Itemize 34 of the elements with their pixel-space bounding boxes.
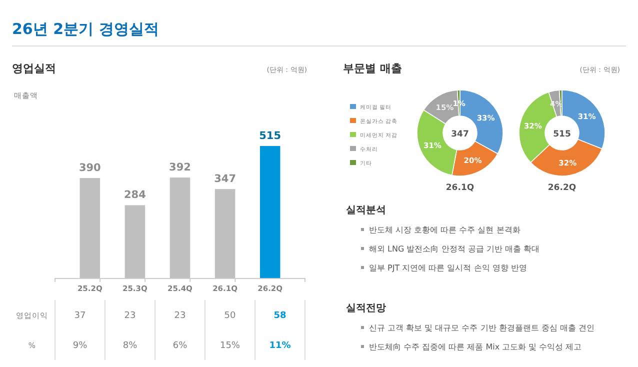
bar: [170, 178, 190, 278]
text: 347: [451, 130, 469, 140]
text: 515: [553, 130, 571, 140]
text: 실적분석: [346, 205, 386, 216]
chart-title: 부문별 매출: [343, 62, 402, 75]
data-label: 8%: [122, 341, 138, 351]
chart-subtitle: 영업실적: [12, 62, 56, 75]
data-label: 347: [214, 173, 236, 186]
data-label: 392: [169, 162, 191, 174]
data-label: 37: [74, 311, 86, 321]
text: 실적전망: [346, 303, 386, 314]
data-label: 23: [124, 311, 136, 321]
data-label: 15%: [220, 341, 240, 351]
data-label: 50: [224, 311, 236, 321]
text: 26.2Q: [548, 183, 576, 193]
text: 일부 PJT 지연에 따른 일시적 손익 영향 반영: [369, 264, 527, 272]
bar: [260, 146, 280, 278]
text: 26.1Q: [446, 183, 474, 193]
text: 해외 LNG 발전소向 안정적 공급 기반 매출 확대: [369, 244, 540, 254]
bar: [80, 178, 100, 278]
data-label: 515: [259, 130, 282, 142]
data-label: 11%: [269, 341, 291, 351]
bar: [214, 189, 236, 278]
bar: [124, 205, 146, 278]
data-label: 390: [78, 162, 101, 174]
data-label: 9%: [72, 341, 88, 351]
data-label: 284: [124, 189, 146, 202]
text: 반도체向 수주 집중에 따른 제품 Mix 고도화 및 수익성 제고: [369, 342, 582, 352]
text: 반도체 시장 호황에 따른 수주 실현 본격화: [369, 226, 520, 234]
data-label: 6%: [172, 341, 188, 351]
chart-title: 26년 2분기 경영실적: [12, 20, 159, 38]
text: 신규 고객 확보 및 대규모 수주 기반 환경플랜트 중심 매출 견인: [369, 324, 594, 332]
data-label: 23: [174, 311, 186, 321]
data-label: 58: [274, 311, 286, 321]
